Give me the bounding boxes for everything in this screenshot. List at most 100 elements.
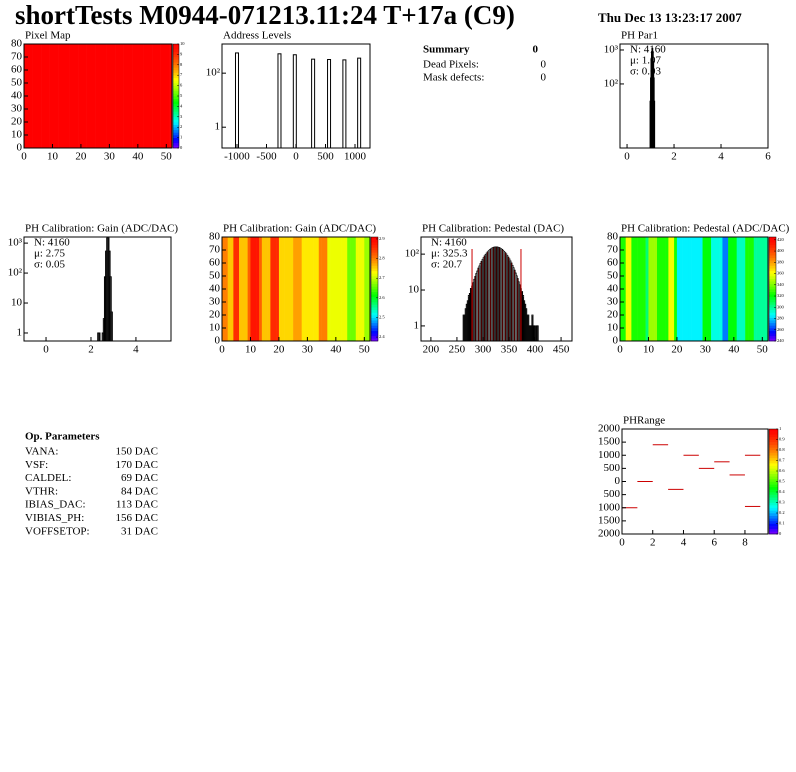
heat-column <box>355 237 359 341</box>
heat-column <box>688 237 692 341</box>
x-tick-label: 0 <box>219 344 225 356</box>
heat-column <box>135 44 139 148</box>
param-value: 69 DAC <box>121 472 158 484</box>
colorbar-cell <box>173 106 179 110</box>
pad-title: Address Levels <box>223 30 291 42</box>
x-tick-label: 40 <box>728 344 740 356</box>
heat-column <box>628 237 632 341</box>
colorbar-cell <box>769 242 776 246</box>
y-tick-label: 20 <box>607 309 619 321</box>
colorbar-cell <box>371 325 378 329</box>
colorbar-cell <box>371 315 378 318</box>
colorbar-cell <box>769 507 778 511</box>
heat-column <box>358 237 362 341</box>
colorbar-cell <box>173 109 179 112</box>
y-tick-label: 0 <box>215 335 221 347</box>
colorbar-cell <box>769 320 776 324</box>
x-tick-label: 0 <box>624 151 630 163</box>
param-value: 113 DAC <box>116 499 158 511</box>
heat-column <box>140 44 144 148</box>
y-tick-label: 30 <box>607 296 619 308</box>
colorbar-cell <box>769 518 778 522</box>
colorbar-label: 400 <box>777 248 785 253</box>
x-tick-label: -1000 <box>224 151 250 163</box>
colorbar-cell <box>173 90 179 94</box>
colorbar-cell <box>769 247 776 251</box>
heat-column <box>676 237 681 341</box>
heat-column <box>284 237 288 341</box>
heat-column <box>679 237 683 341</box>
heat-column <box>117 44 122 148</box>
y-tick-label: 1500 <box>598 436 621 448</box>
frame <box>619 43 769 149</box>
colorbar-cell <box>173 88 179 92</box>
colorbar-cell <box>173 80 179 84</box>
heat-column <box>733 237 737 341</box>
stats-text: μ: 325.3 <box>431 248 468 260</box>
heat-column <box>109 44 113 148</box>
y-tick-label: 10³ <box>8 237 23 249</box>
y-tick-label: 1000 <box>598 501 621 513</box>
colorbar-cell <box>371 322 378 326</box>
x-tick-label: 500 <box>317 151 334 163</box>
heat-column <box>696 237 700 341</box>
colorbar-cell <box>173 46 179 50</box>
x-tick-label: 10 <box>245 344 257 356</box>
op-title: Op. Parameters <box>25 431 100 443</box>
y-tick-label: 2000 <box>598 528 621 540</box>
colorbar-cell <box>769 263 776 266</box>
colorbar-cell <box>371 333 378 337</box>
heat-column <box>98 44 102 148</box>
colorbar-cell <box>769 289 776 292</box>
colorbar-cell <box>769 457 778 461</box>
colorbar-cell <box>769 513 778 516</box>
heat-column <box>694 237 698 341</box>
colorbar-cell <box>769 255 776 259</box>
x-tick-label: 2 <box>650 537 656 549</box>
heat-column <box>728 237 732 341</box>
x-tick-label: 2 <box>88 344 94 356</box>
param-value: 150 DAC <box>116 446 158 458</box>
colorbar-cell <box>769 526 778 530</box>
heat-column <box>35 44 39 148</box>
param-value: 156 DAC <box>116 512 158 524</box>
heat-column <box>745 237 749 341</box>
colorbar-label: 2.7 <box>379 275 385 280</box>
x-tick-label: 4 <box>681 537 687 549</box>
heat-column <box>671 237 675 341</box>
heat-column <box>58 44 62 148</box>
heat-column <box>224 237 228 341</box>
colorbar-cell <box>769 338 776 342</box>
heat-column <box>651 237 655 341</box>
colorbar-cell <box>769 436 778 440</box>
y-tick-label: 1 <box>414 319 420 331</box>
colorbar-cell <box>769 452 778 456</box>
heat-column <box>691 237 695 341</box>
summary-value: 0 <box>533 44 539 56</box>
colorbar-label: 6 <box>180 83 183 88</box>
y-tick-label: 40 <box>607 283 619 295</box>
colorbar-cell <box>371 242 378 246</box>
x-tick-label: 350 <box>501 344 518 356</box>
colorbar-cell <box>371 302 378 305</box>
colorbar-cell <box>371 330 378 334</box>
x-tick-label: 0 <box>21 151 27 163</box>
stats-text: μ: 2.75 <box>34 248 65 260</box>
colorbar-cell <box>371 268 378 272</box>
colorbar-cell <box>173 72 179 76</box>
colorbar-cell <box>371 260 378 264</box>
heat-column <box>154 44 159 148</box>
heat-column <box>267 237 271 341</box>
date: Thu Dec 13 13:23:17 2007 <box>598 10 742 25</box>
param-name: VOFFSETOP: <box>25 525 90 537</box>
colorbar-cell <box>769 447 778 451</box>
colorbar-cell <box>769 325 776 329</box>
y-tick-label: 10² <box>206 67 221 79</box>
colorbar-label: 380 <box>777 259 785 264</box>
stats-text: N: 4160 <box>630 44 666 56</box>
colorbar-label: 1 <box>180 135 182 140</box>
param-value: 31 DAC <box>121 525 158 537</box>
colorbar-cell <box>769 489 778 493</box>
colorbar-label: 2 <box>180 124 182 129</box>
